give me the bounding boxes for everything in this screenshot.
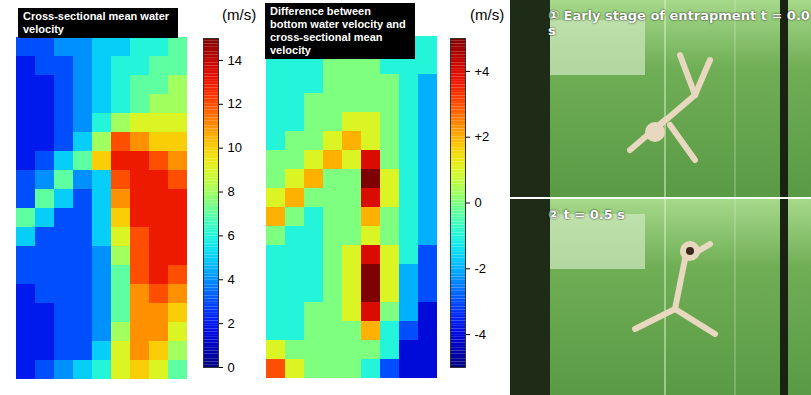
html-text:① Early stage of entrapment t: ① Early stage of entrapment t = 0.0 s (548, 8, 810, 38)
svg-text:12: 12 (228, 96, 242, 111)
svg-text:6: 6 (228, 228, 235, 243)
svg-text:14: 14 (228, 53, 242, 68)
svg-text:+4: +4 (475, 64, 490, 79)
html-text:(m/s): (m/s) (470, 6, 505, 23)
html-text:(m/s): (m/s) (222, 6, 257, 23)
svg-text:0: 0 (475, 195, 482, 210)
html-text:② t = 0.5 s: ② t = 0.5 s (548, 207, 625, 222)
html-text:Cross-sectional mean water vel: Cross-sectional mean water velocity (23, 10, 170, 35)
svg-text:0: 0 (228, 360, 235, 375)
svg-text:4: 4 (228, 272, 235, 287)
svg-text:10: 10 (228, 140, 242, 155)
svg-text:+2: +2 (475, 129, 490, 144)
svg-text:2: 2 (228, 316, 235, 331)
svg-text:-2: -2 (475, 261, 487, 276)
svg-text:-4: -4 (475, 327, 487, 342)
svg-text:8: 8 (228, 184, 235, 199)
html-text:Difference between bottom wate: Difference between bottom water velocity… (270, 5, 406, 56)
